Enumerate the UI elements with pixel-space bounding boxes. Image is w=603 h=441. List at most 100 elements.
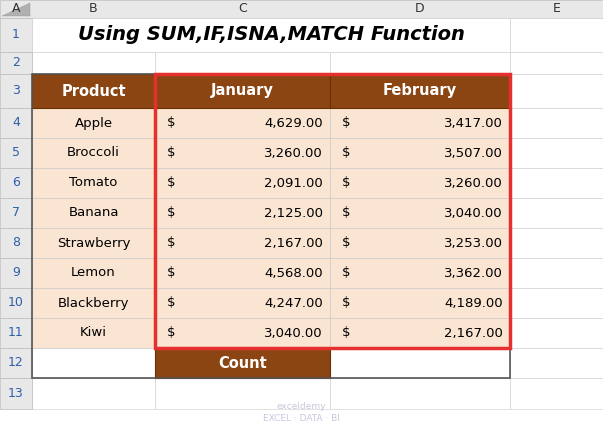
Text: Using SUM,IF,ISNA,MATCH Function: Using SUM,IF,ISNA,MATCH Function (78, 26, 464, 45)
Text: 3,417.00: 3,417.00 (444, 116, 503, 130)
Text: 4: 4 (12, 116, 20, 130)
Bar (32, 288, 155, 318)
Text: $: $ (167, 176, 175, 190)
Bar (32, 52, 155, 74)
Text: $: $ (342, 206, 350, 220)
Bar (330, 258, 510, 288)
Text: $: $ (167, 236, 175, 250)
Bar (155, 348, 330, 378)
Bar (155, 198, 330, 228)
Text: Apple: Apple (74, 116, 113, 130)
Text: 2,125.00: 2,125.00 (264, 206, 323, 220)
Bar (32, 228, 155, 258)
Bar (155, 348, 330, 378)
Text: 1: 1 (12, 29, 20, 41)
Bar (330, 288, 510, 318)
Text: Broccoli: Broccoli (67, 146, 120, 160)
Bar (330, 108, 510, 138)
Text: $: $ (342, 296, 350, 310)
Bar (32, 108, 155, 138)
Bar (32, 198, 155, 228)
Text: 3: 3 (12, 85, 20, 97)
Bar (32, 74, 155, 108)
Bar (32, 348, 155, 378)
Bar (330, 168, 510, 198)
Bar (330, 228, 510, 258)
Bar (155, 138, 330, 168)
Bar (155, 258, 330, 288)
Bar (0, 168, 32, 198)
Text: Product: Product (61, 83, 126, 98)
Bar (32, 258, 155, 288)
Text: Tomato: Tomato (69, 176, 118, 190)
Text: D: D (415, 3, 425, 15)
Text: Blackberry: Blackberry (58, 296, 129, 310)
Bar (32, 18, 155, 52)
Bar (155, 138, 330, 168)
Bar (32, 138, 155, 168)
Bar (0, 318, 32, 348)
Text: 7: 7 (12, 206, 20, 220)
Text: $: $ (342, 266, 350, 280)
Text: $: $ (167, 116, 175, 130)
Bar (32, 108, 155, 138)
Bar (510, 228, 603, 258)
Bar (32, 318, 155, 348)
Text: 4,568.00: 4,568.00 (264, 266, 323, 280)
Bar (510, 198, 603, 228)
Text: 3,040.00: 3,040.00 (264, 326, 323, 340)
Bar (0, 378, 32, 409)
Bar (330, 18, 510, 52)
Text: Banana: Banana (68, 206, 119, 220)
Bar (0, 108, 32, 138)
Bar (330, 168, 510, 198)
Text: Count: Count (218, 355, 267, 370)
Bar (32, 258, 155, 288)
Text: $: $ (167, 206, 175, 220)
Bar (0, 138, 32, 168)
Text: $: $ (342, 146, 350, 160)
Bar (32, 198, 155, 228)
Bar (510, 378, 603, 409)
Bar (330, 108, 510, 138)
Bar (155, 18, 330, 52)
Bar (155, 288, 330, 318)
Bar (510, 18, 603, 52)
Bar (330, 138, 510, 168)
Text: $: $ (167, 296, 175, 310)
Bar (0, 348, 32, 378)
Bar (330, 198, 510, 228)
Text: February: February (383, 83, 457, 98)
Text: 3,507.00: 3,507.00 (444, 146, 503, 160)
Text: 4,629.00: 4,629.00 (264, 116, 323, 130)
Bar (155, 74, 330, 108)
Bar (32, 348, 155, 378)
Bar (510, 18, 603, 52)
Text: 3,253.00: 3,253.00 (444, 236, 503, 250)
Bar (330, 138, 510, 168)
Bar (510, 288, 603, 318)
Text: $: $ (342, 326, 350, 340)
Text: 3,260.00: 3,260.00 (444, 176, 503, 190)
Bar (0, 228, 32, 258)
Bar (155, 74, 510, 348)
Text: 3,040.00: 3,040.00 (444, 206, 503, 220)
Bar (330, 318, 510, 348)
Text: 5: 5 (12, 146, 20, 160)
Text: 2: 2 (12, 56, 20, 70)
Bar (0, 288, 32, 318)
Text: 11: 11 (8, 326, 24, 340)
Bar (510, 348, 603, 378)
Text: $: $ (342, 236, 350, 250)
Bar (32, 18, 510, 52)
Bar (0, 18, 32, 52)
Bar (155, 318, 330, 348)
Text: Kiwi: Kiwi (80, 326, 107, 340)
Bar (330, 52, 510, 74)
Bar (330, 348, 510, 378)
Bar (155, 198, 330, 228)
Bar (155, 228, 330, 258)
Bar (0, 0, 603, 18)
Text: Strawberry: Strawberry (57, 236, 130, 250)
Text: $: $ (342, 116, 350, 130)
